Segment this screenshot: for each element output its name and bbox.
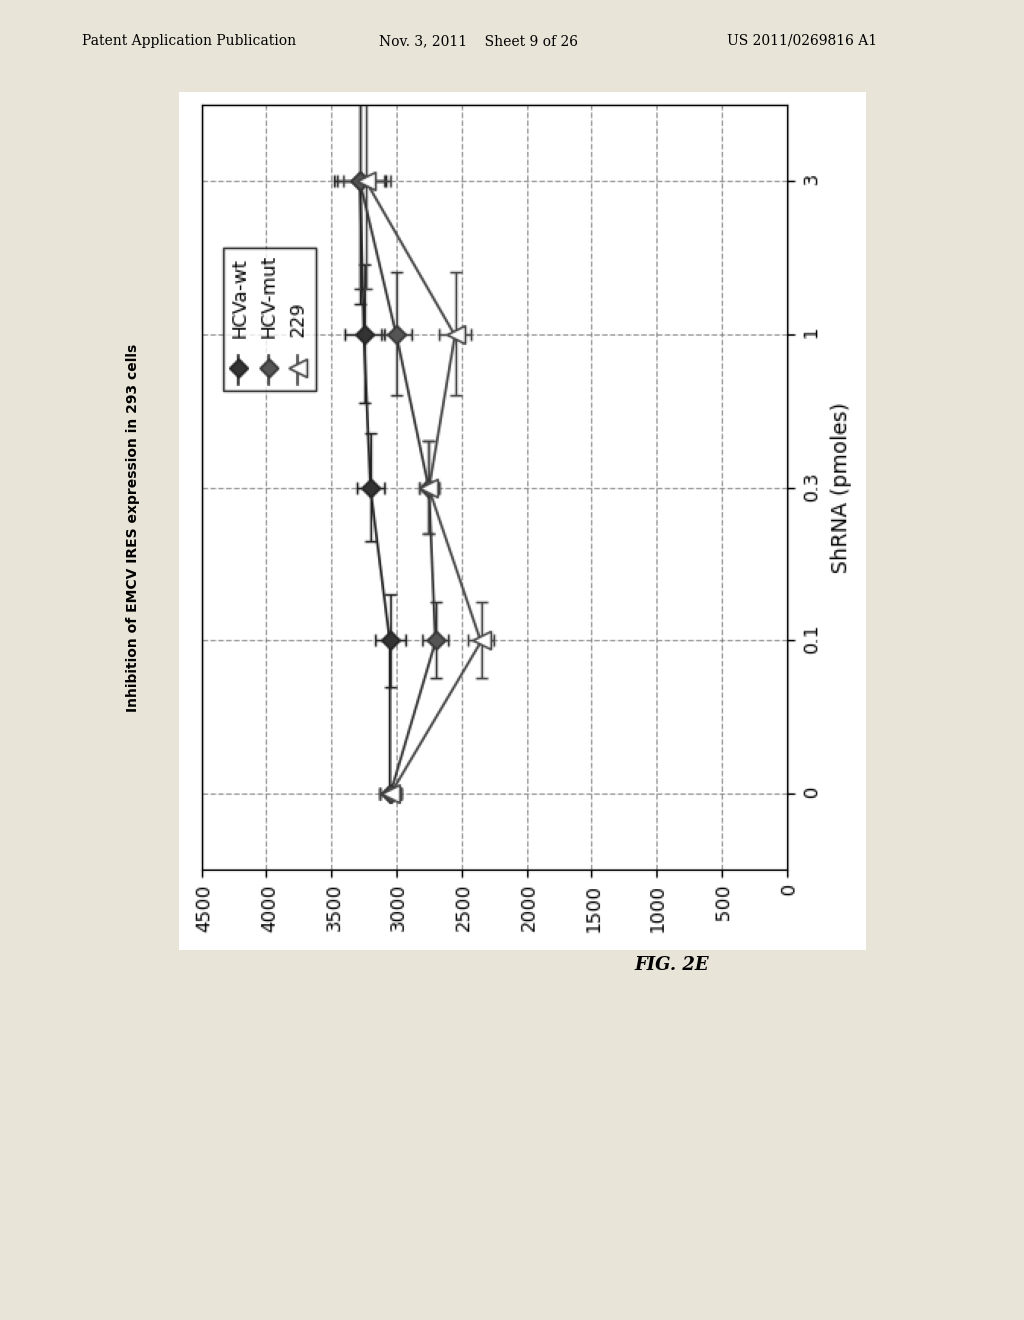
Text: US 2011/0269816 A1: US 2011/0269816 A1 xyxy=(727,34,878,48)
Text: Patent Application Publication: Patent Application Publication xyxy=(82,34,296,48)
Text: Inhibition of EMCV IRES expression in 293 cells: Inhibition of EMCV IRES expression in 29… xyxy=(126,345,140,711)
Text: Nov. 3, 2011    Sheet 9 of 26: Nov. 3, 2011 Sheet 9 of 26 xyxy=(379,34,578,48)
Text: FIG. 2E: FIG. 2E xyxy=(635,956,710,974)
